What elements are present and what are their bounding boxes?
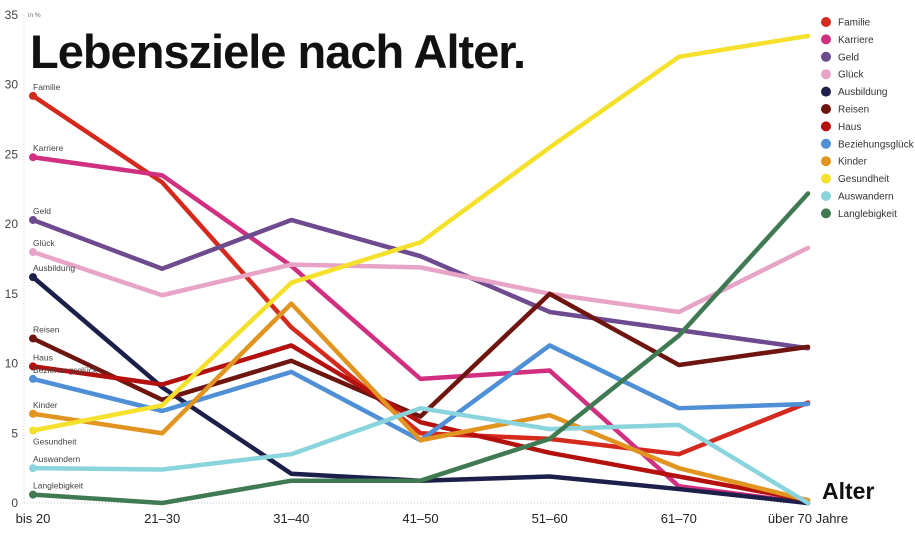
series-label: Kinder	[33, 400, 58, 410]
series-label: Reisen	[33, 324, 60, 334]
x-tick-label: bis 20	[16, 511, 51, 526]
legend-entry: Kinder	[838, 157, 868, 168]
series-start-marker	[29, 153, 37, 162]
series-labels: Familie Karriere Geld Glück Ausbildung Reisen…	[33, 82, 98, 491]
y-tick-label: 35	[5, 8, 19, 22]
legend-marker	[821, 191, 831, 201]
series-line-reisen	[30, 291, 811, 419]
series-start-marker	[29, 362, 37, 371]
series-label: Beziehungsglück	[33, 365, 98, 375]
series-line-langlebigkeit	[30, 191, 811, 506]
legend: Familie Karriere Geld Glück Ausbildung Reisen…	[821, 17, 915, 220]
x-tick-label: über 70 Jahre	[768, 511, 848, 526]
series-line-geld	[30, 217, 811, 351]
legend-entry: Karriere	[838, 35, 874, 46]
series-label: Gesundheit	[33, 436, 77, 446]
y-tick-label: 0	[11, 496, 18, 510]
legend-marker	[821, 156, 831, 167]
series-start-marker	[29, 464, 37, 473]
x-tick-label: 51–60	[532, 511, 568, 526]
series-label: Langlebigkeit	[33, 481, 84, 491]
legend-entry: Langlebigkeit	[838, 209, 897, 220]
series-start-marker	[29, 215, 37, 224]
series-lines	[29, 33, 811, 506]
series-label: Karriere	[33, 143, 64, 153]
series-label: Familie	[33, 82, 61, 92]
legend-entry: Beziehungsglück	[838, 139, 915, 150]
x-axis-label: Alter	[822, 478, 874, 504]
legend-entry: Ausbildung	[838, 87, 887, 98]
series-line-glück	[30, 245, 811, 315]
series-label: Ausbildung	[33, 263, 75, 273]
legend-marker	[821, 34, 831, 45]
y-tick-label: 20	[5, 217, 19, 231]
series-label: Haus	[33, 352, 53, 362]
y-tick-label: 15	[5, 287, 19, 301]
legend-marker	[821, 51, 831, 62]
chart-title: Lebensziele nach Alter.	[30, 25, 525, 78]
series-line-kinder	[30, 301, 811, 503]
series-label: Geld	[33, 206, 51, 216]
legend-entry: Haus	[838, 122, 861, 133]
legend-entry: Gesundheit	[838, 174, 889, 185]
x-tick-label: 31–40	[273, 511, 309, 526]
legend-marker	[821, 104, 831, 114]
legend-entry: Auswandern	[838, 192, 894, 203]
legend-marker	[821, 208, 831, 219]
legend-marker	[821, 138, 831, 149]
series-start-marker	[29, 248, 37, 257]
x-tick-label: 61–70	[661, 511, 697, 526]
series-line-karriere	[30, 154, 811, 506]
y-tick-label: 30	[5, 78, 19, 92]
y-axis-label: in %	[28, 12, 41, 19]
legend-marker	[821, 121, 831, 132]
series-start-marker	[29, 91, 37, 100]
x-tick-label: 21–30	[144, 511, 180, 526]
axes: 0 5 10 15 20 25 30 35 bis 20 21–30 31–40 41–50 51–60…	[5, 8, 848, 526]
legend-entry: Glück	[838, 70, 865, 81]
legend-entry: Reisen	[838, 105, 869, 116]
series-start-marker	[29, 490, 37, 499]
series-line-familie	[30, 93, 811, 457]
series-start-marker	[29, 409, 37, 418]
y-tick-label: 10	[5, 357, 19, 371]
series-start-marker	[29, 334, 37, 343]
series-label: Auswandern	[33, 454, 81, 464]
series-start-marker	[29, 273, 37, 282]
series-line-gesundheit	[30, 33, 811, 433]
legend-marker	[821, 69, 831, 80]
series-line-auswandern	[30, 405, 811, 506]
series-label: Glück	[33, 238, 55, 248]
y-tick-label: 25	[5, 147, 19, 161]
legend-entry: Familie	[838, 18, 871, 29]
y-tick-label: 5	[11, 426, 18, 440]
series-start-marker	[29, 426, 37, 435]
legend-entry: Geld	[838, 52, 859, 63]
series-line-haus	[30, 343, 811, 503]
legend-marker	[821, 86, 831, 97]
legend-marker	[821, 173, 831, 184]
legend-marker	[821, 17, 831, 27]
series-start-marker	[29, 374, 37, 383]
x-tick-label: 41–50	[402, 511, 438, 526]
